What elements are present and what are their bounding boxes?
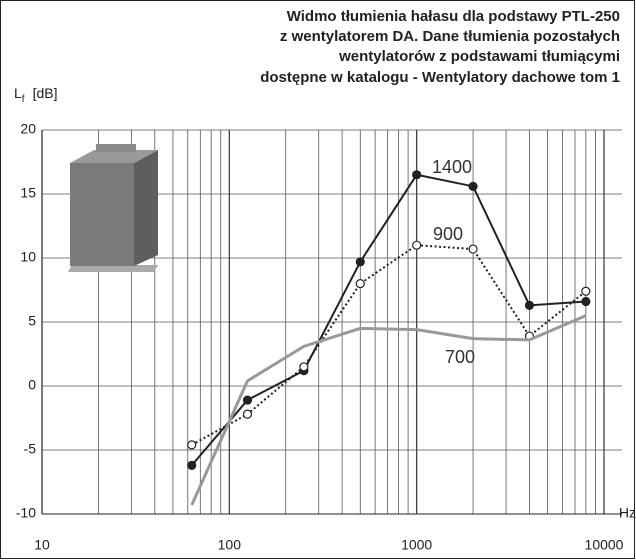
point: [356, 280, 364, 288]
point: [582, 298, 590, 306]
point: [525, 301, 533, 309]
y-label-unit: [dB]: [33, 85, 58, 101]
y-label-sub: f: [22, 94, 25, 105]
y-label-main: L: [14, 85, 22, 101]
title-line: Widmo tłumienia hałasu dla podstawy PTL-…: [287, 8, 620, 25]
point: [413, 241, 421, 249]
series-label: 700: [445, 347, 475, 367]
x-tick-label: 1000: [401, 537, 432, 553]
series-label: 900: [433, 224, 463, 244]
title-line: wentylatorów z podstawami tłumiącymi: [338, 48, 620, 65]
point: [356, 258, 364, 266]
y-tick-label: 10: [20, 249, 36, 265]
point: [469, 245, 477, 253]
y-tick-label: 5: [28, 313, 36, 329]
y-tick-label: 15: [20, 185, 36, 201]
x-tick-label: 10: [34, 537, 50, 553]
point: [413, 171, 421, 179]
title-line: dostępne w katalogu - Wentylatory dachow…: [260, 69, 620, 86]
point: [469, 182, 477, 190]
x-tick-label: 100: [218, 537, 242, 553]
x-axis-label: Hz: [619, 505, 636, 521]
point: [582, 287, 590, 295]
series-label: 1400: [432, 157, 472, 177]
y-tick-label: -5: [24, 441, 37, 457]
point: [188, 461, 196, 469]
title-line: z wentylatorem DA. Dane tłumienia pozost…: [280, 28, 620, 45]
point: [188, 441, 196, 449]
x-tick-label: 10000: [585, 537, 624, 553]
point: [300, 363, 308, 371]
y-tick-label: 20: [20, 121, 36, 137]
y-tick-label: -10: [16, 505, 36, 521]
product-image: [68, 144, 158, 272]
point: [243, 410, 251, 418]
y-tick-label: 0: [28, 377, 36, 393]
point: [243, 396, 251, 404]
chart: Widmo tłumienia hałasu dla podstawy PTL-…: [0, 0, 636, 560]
